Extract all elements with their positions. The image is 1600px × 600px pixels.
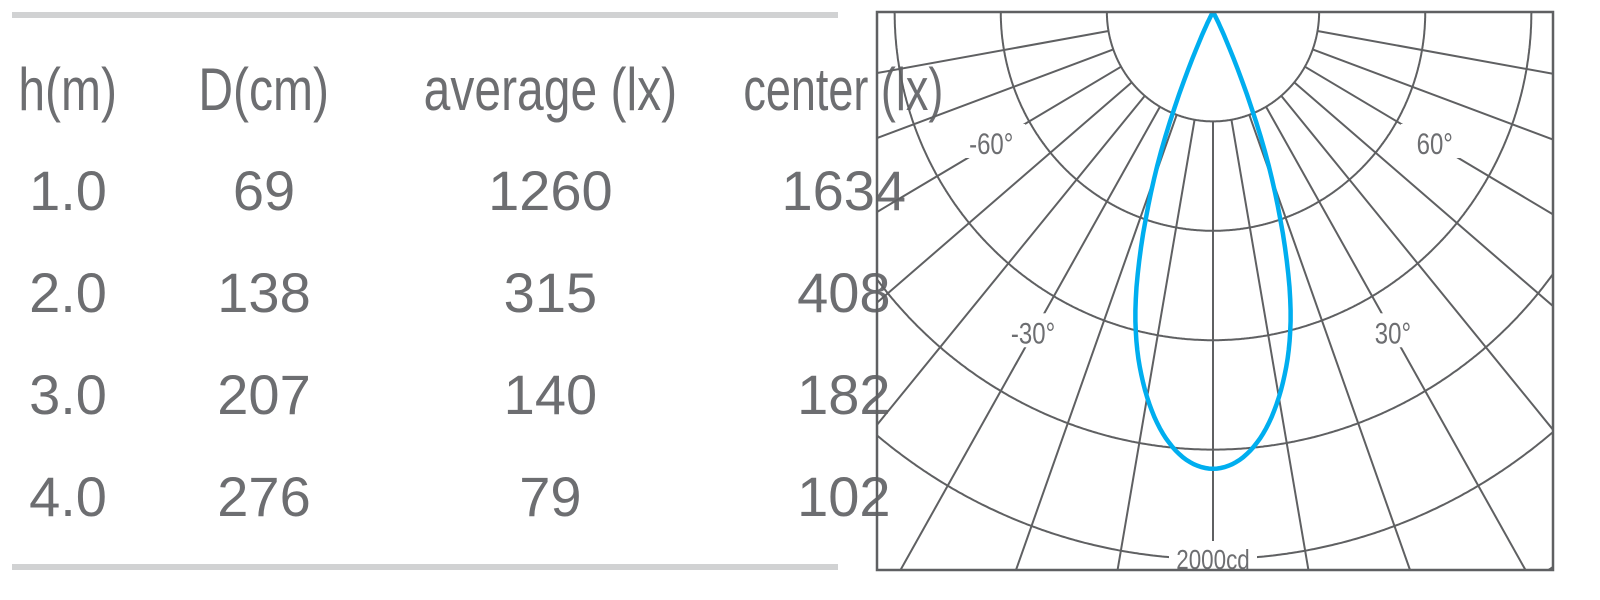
cell: 207 [217,363,311,426]
spoke--70deg [877,48,1114,140]
header-diameter: D(cm) [198,56,330,123]
cell: 408 [797,261,891,324]
cell: 1260 [488,159,613,222]
label-bg [957,124,1026,158]
cell: 102 [797,465,891,528]
cell: 276 [217,465,311,528]
angle-label: -60° [969,126,1013,160]
label-bg [1358,313,1427,348]
table-row: 3.0 207 140 182 [0,344,979,446]
angle-label: 60° [1417,126,1453,160]
angle-label: 30° [1375,316,1411,350]
cell: 315 [503,261,598,324]
table-row: 1.0 69 1260 1634 [0,140,979,242]
cell: 79 [519,465,582,528]
spoke-50deg [1293,81,1553,307]
cell: 2.0 [29,261,107,324]
label-bg [1169,541,1257,571]
cell: 1634 [781,159,907,222]
spoke-80deg [1317,30,1553,75]
table-row: 4.0 276 79 102 [0,446,979,548]
ring-2000cd [877,431,1553,560]
ring-400cd [1105,12,1321,123]
top-rule [12,12,838,18]
label-bg [999,313,1068,348]
diagram-frame [875,10,1555,572]
spoke--80deg [877,30,1109,75]
spoke--10deg [1116,119,1196,570]
cell: 138 [217,261,311,324]
polar-grid [877,12,1553,570]
cell: 1.0 [29,159,107,222]
illuminance-table: h(m) D(cm) average (lx) center (lx) 1.0 6… [0,40,979,548]
cell: 182 [797,363,891,426]
curve-layer [1133,12,1293,471]
table-header-row: h(m) D(cm) average (lx) center (lx) [0,40,979,140]
spoke-40deg [1280,95,1553,431]
label-bg [1400,124,1469,158]
cell: 4.0 [29,465,107,528]
header-average: average (lx) [423,56,678,123]
cell: 3.0 [29,363,107,426]
spoke-10deg [1230,119,1310,570]
spoke--40deg [877,95,1146,426]
table-row: 2.0 138 315 408 [0,242,979,344]
cell: 69 [232,159,296,222]
ring-1600cd [877,273,1553,451]
spoke--50deg [877,81,1133,304]
spoke-70deg [1312,48,1553,141]
cell: 140 [503,363,598,426]
header-center: center (lx) [743,56,944,123]
header-height: h(m) [18,56,118,123]
angle-label: -30° [1011,316,1055,350]
bottom-rule [12,564,838,570]
